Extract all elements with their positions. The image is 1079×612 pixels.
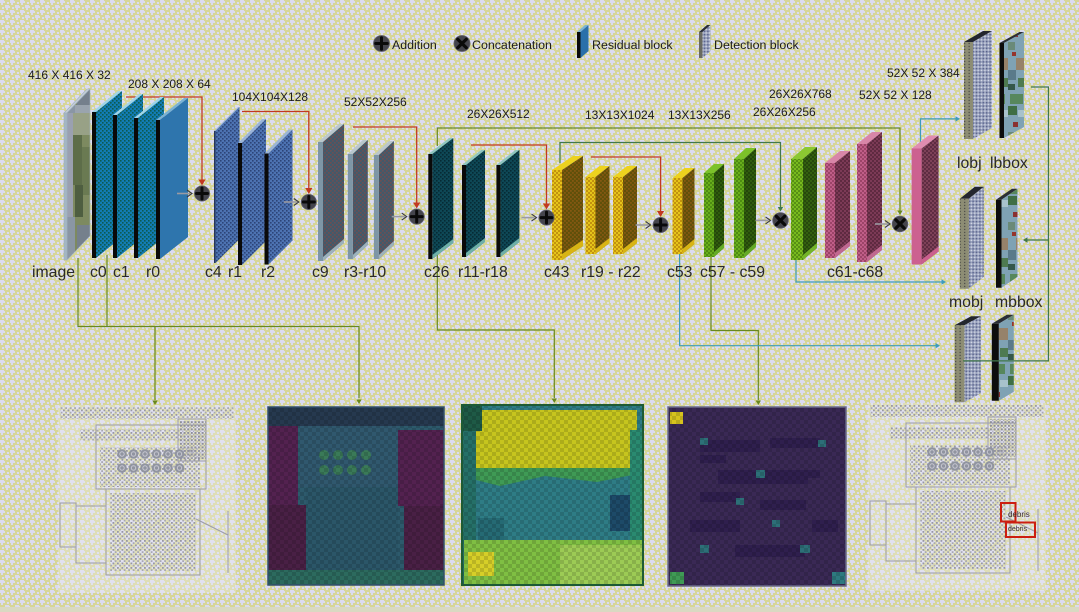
svg-text:26X26X256: 26X26X256 bbox=[753, 105, 816, 119]
svg-text:c1: c1 bbox=[113, 264, 130, 281]
svg-text:Residual block: Residual block bbox=[592, 38, 673, 52]
svg-text:26X26X512: 26X26X512 bbox=[467, 107, 530, 121]
svg-text:r1: r1 bbox=[228, 264, 242, 281]
svg-text:image: image bbox=[32, 264, 75, 281]
svg-text:mobj: mobj bbox=[949, 294, 983, 311]
svg-text:c4: c4 bbox=[205, 264, 222, 281]
svg-text:Detection block: Detection block bbox=[714, 38, 800, 52]
svg-text:r0: r0 bbox=[146, 264, 160, 281]
svg-text:c53: c53 bbox=[667, 264, 693, 281]
svg-text:13X13X256: 13X13X256 bbox=[668, 108, 731, 122]
svg-text:lobj: lobj bbox=[957, 155, 982, 172]
svg-text:mbbox: mbbox bbox=[995, 294, 1043, 311]
svg-text:26X26X768: 26X26X768 bbox=[769, 87, 832, 101]
svg-text:52X 52 X 384: 52X 52 X 384 bbox=[887, 66, 960, 80]
svg-text:52X52X256: 52X52X256 bbox=[344, 95, 407, 109]
svg-text:416 X 416 X 32: 416 X 416 X 32 bbox=[28, 68, 111, 82]
svg-text:Addition: Addition bbox=[392, 38, 437, 52]
svg-text:r11-r18: r11-r18 bbox=[458, 264, 508, 281]
svg-text:r2: r2 bbox=[261, 264, 275, 281]
svg-text:13X13X1024: 13X13X1024 bbox=[585, 108, 655, 122]
svg-text:c26: c26 bbox=[424, 264, 450, 281]
svg-text:debris: debris bbox=[1008, 526, 1028, 533]
svg-text:Concatenation: Concatenation bbox=[472, 38, 552, 52]
svg-text:c9: c9 bbox=[312, 264, 329, 281]
svg-text:r3-r10: r3-r10 bbox=[344, 264, 386, 281]
svg-text:104X104X128: 104X104X128 bbox=[232, 90, 308, 104]
svg-text:52X 52 X 128: 52X 52 X 128 bbox=[859, 88, 932, 102]
svg-text:c61-c68: c61-c68 bbox=[827, 264, 883, 281]
svg-text:c57 - c59: c57 - c59 bbox=[700, 264, 765, 281]
svg-text:c0: c0 bbox=[90, 264, 107, 281]
svg-text:c43: c43 bbox=[544, 264, 570, 281]
svg-text:208 X 208 X 64: 208 X 208 X 64 bbox=[128, 77, 211, 91]
svg-text:lbbox: lbbox bbox=[990, 155, 1028, 172]
svg-text:debris: debris bbox=[1008, 510, 1030, 519]
svg-text:r19 - r22: r19 - r22 bbox=[581, 264, 641, 281]
